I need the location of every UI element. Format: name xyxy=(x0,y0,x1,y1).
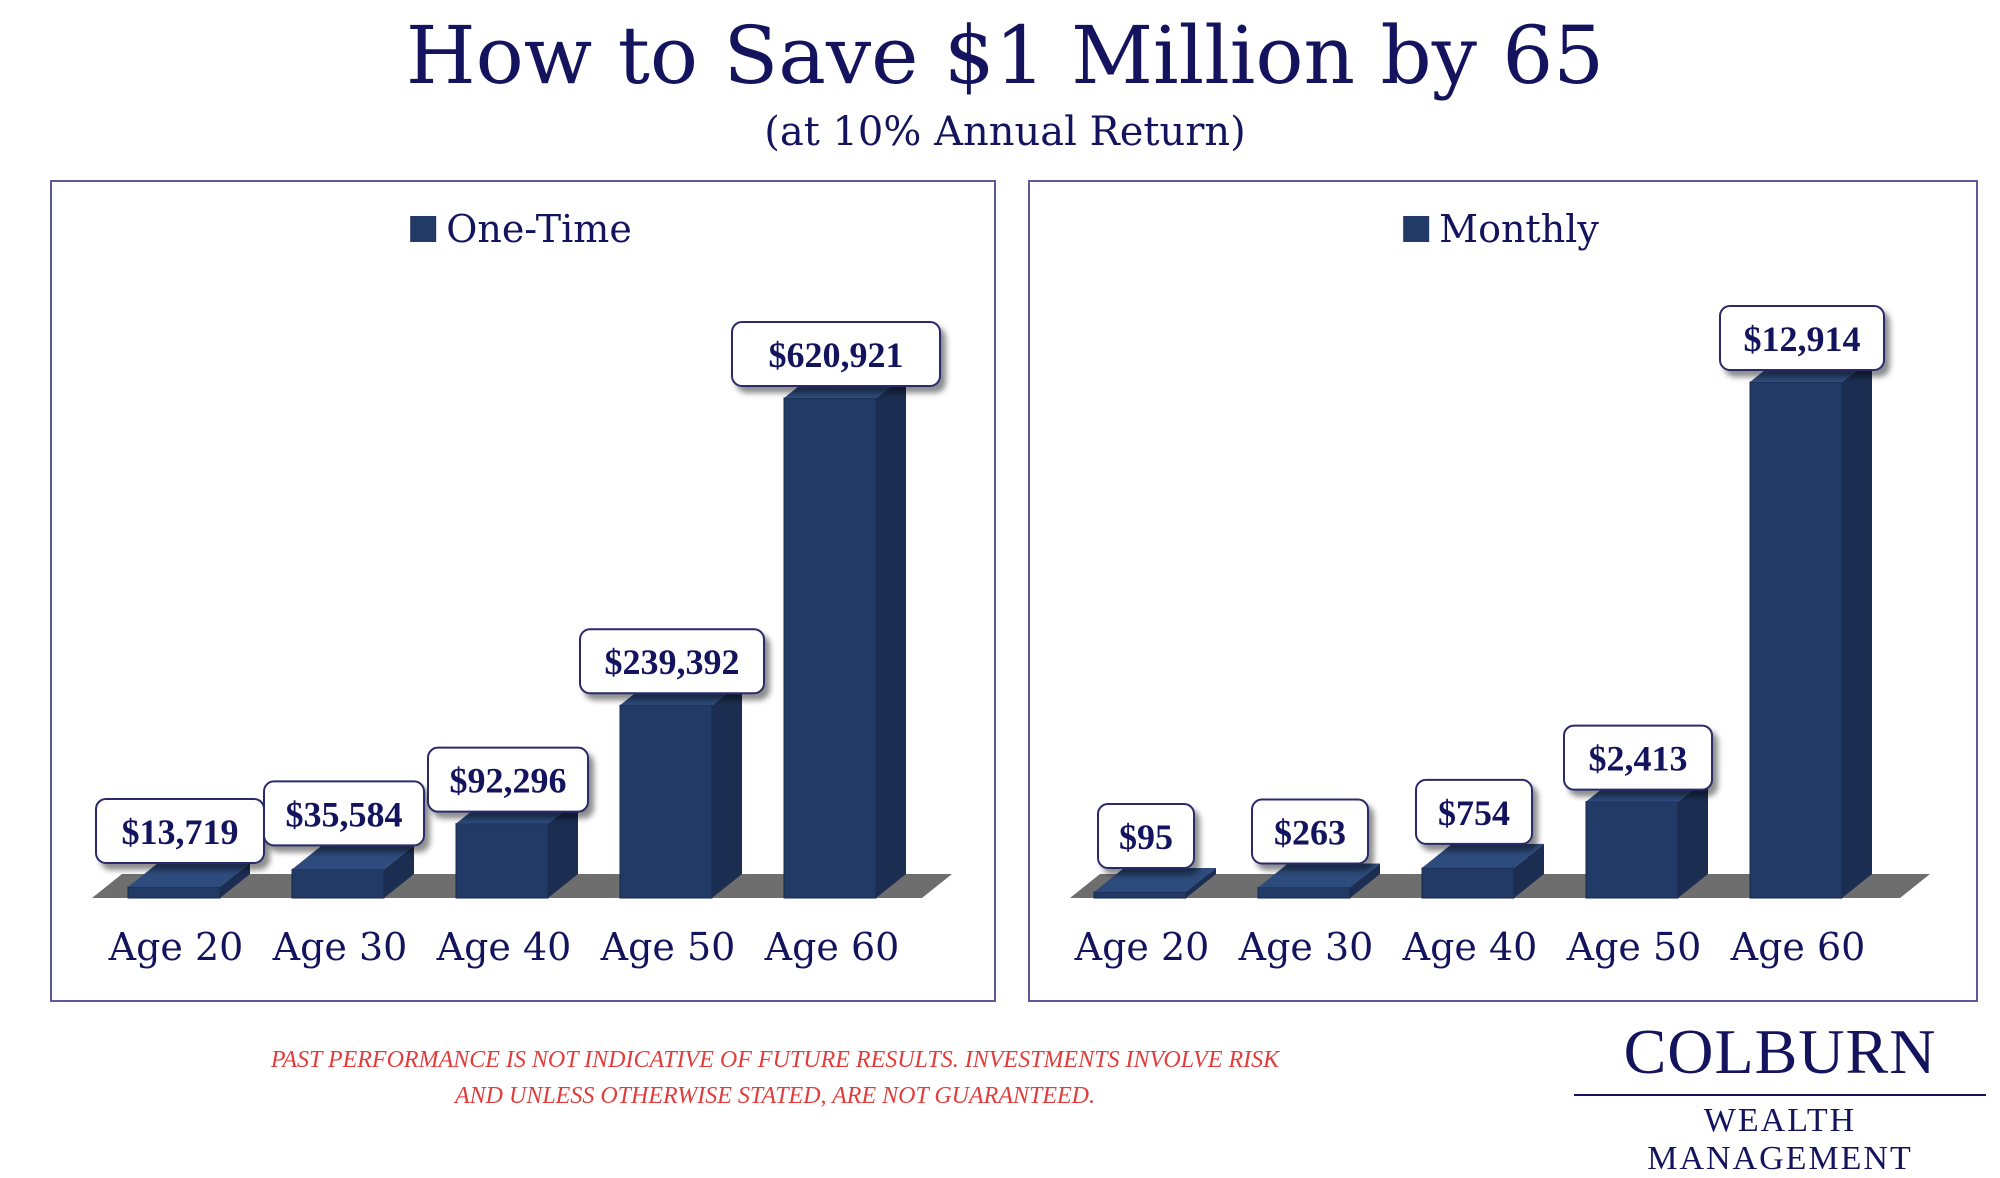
data-label-age-60: $620,921 xyxy=(731,321,941,387)
bar-top xyxy=(128,862,250,887)
data-label-box xyxy=(427,746,589,813)
data-label-text: $2,413 xyxy=(1589,739,1688,779)
data-label-text: $95 xyxy=(1119,817,1173,857)
data-label-age-40: $92,296 xyxy=(427,746,589,813)
x-tick-label: Age 40 xyxy=(436,925,572,969)
bar-front xyxy=(1257,886,1351,899)
bar-age-30 xyxy=(1257,863,1380,899)
legend-label: One-Time xyxy=(446,207,632,251)
x-tick-label: Age 20 xyxy=(108,925,244,969)
bar-top xyxy=(1094,868,1216,892)
x-tick-label: Age 50 xyxy=(1566,925,1702,969)
x-tick-label: Age 50 xyxy=(600,925,736,969)
bar-front xyxy=(455,823,549,899)
data-label-box xyxy=(1097,803,1195,869)
chart-monthly: Monthly $95 $263 $754 $2,413 $12,914 Age 20 Age… xyxy=(1070,207,1930,969)
bar-side xyxy=(1842,358,1872,898)
data-label-text: $35,584 xyxy=(286,794,403,834)
bar-age-20 xyxy=(127,862,250,899)
bar-age-20 xyxy=(1093,868,1216,899)
bar-front xyxy=(1093,891,1187,899)
data-label-age-30: $263 xyxy=(1251,798,1369,865)
legend-swatch xyxy=(410,216,437,242)
monthly-chart-panel: Monthly $95 $263 $754 $2,413 $12,914 Age 20 Age… xyxy=(1028,180,1978,1002)
brand-name: COLBURN xyxy=(1623,1016,1937,1087)
bar-top xyxy=(1258,863,1380,888)
bar-age-50 xyxy=(619,681,742,899)
bar-front xyxy=(619,704,713,899)
x-tick-label: Age 30 xyxy=(272,925,408,969)
disclaimer: PAST PERFORMANCE IS NOT INDICATIVE OF FU… xyxy=(140,1042,1410,1114)
bar-front xyxy=(127,886,221,899)
x-tick-label: Age 40 xyxy=(1402,925,1538,969)
x-tick-label: Age 30 xyxy=(1238,925,1374,969)
data-label-text: $92,296 xyxy=(450,761,567,801)
x-tick-label: Age 60 xyxy=(764,925,900,969)
data-label-text: $239,392 xyxy=(605,642,740,682)
data-label-box xyxy=(1251,798,1369,865)
bar-side xyxy=(1514,843,1544,898)
bar-age-60 xyxy=(783,374,906,899)
page-subtitle: (at 10% Annual Return) xyxy=(764,109,1246,155)
data-label-box xyxy=(579,628,765,695)
bar-age-30 xyxy=(291,845,414,899)
one-time-chart-panel: One-Time $13,719 $35,584 $92,296 $239,392 $62… xyxy=(50,180,996,1002)
bar-top xyxy=(1422,843,1544,868)
bar-front xyxy=(1749,381,1843,899)
data-label-box xyxy=(263,780,425,847)
data-label-age-60: $12,914 xyxy=(1719,305,1885,371)
bar-side xyxy=(384,845,414,898)
data-label-age-30: $35,584 xyxy=(263,780,425,847)
bar-side xyxy=(548,799,578,898)
bar-age-50 xyxy=(1585,777,1708,899)
data-label-box xyxy=(731,321,941,387)
page-title: How to Save $1 Million by 65 xyxy=(405,9,1605,102)
bar-front xyxy=(1421,867,1515,899)
data-label-text: $13,719 xyxy=(122,812,239,852)
brand-logo: COLBURN WEALTH MANAGEMENT xyxy=(1570,1018,1990,1178)
bar-side xyxy=(220,862,250,898)
data-label-text: $263 xyxy=(1274,812,1346,852)
bar-front xyxy=(291,868,385,899)
disclaimer-line-1: PAST PERFORMANCE IS NOT INDICATIVE OF FU… xyxy=(270,1047,1280,1073)
bar-age-40 xyxy=(1421,843,1544,899)
data-label-age-50: $2,413 xyxy=(1563,724,1713,791)
bar-side xyxy=(1678,777,1708,898)
bar-age-60 xyxy=(1749,358,1872,899)
bar-side xyxy=(1350,863,1380,898)
bar-side xyxy=(876,374,906,898)
brand-tagline: WEALTH MANAGEMENT xyxy=(1647,1102,1913,1177)
x-tick-label: Age 20 xyxy=(1074,925,1210,969)
bar-top xyxy=(292,845,414,870)
data-label-age-20: $13,719 xyxy=(95,797,265,864)
disclaimer-line-2: AND UNLESS OTHERWISE STATED, ARE NOT GUA… xyxy=(454,1083,1096,1109)
bar-front xyxy=(1585,801,1679,899)
bar-front xyxy=(783,397,877,899)
legend-swatch xyxy=(1403,216,1430,242)
bar-side xyxy=(1186,868,1216,898)
bar-side xyxy=(712,681,742,898)
x-tick-label: Age 60 xyxy=(1730,925,1866,969)
bar-age-40 xyxy=(455,799,578,899)
legend: One-Time xyxy=(410,207,632,251)
data-label-age-40: $754 xyxy=(1415,778,1533,845)
legend-label: Monthly xyxy=(1439,207,1599,251)
chart-one-time: One-Time $13,719 $35,584 $92,296 $239,392 $62… xyxy=(92,207,952,969)
data-label-text: $12,914 xyxy=(1744,319,1861,359)
legend: Monthly xyxy=(1403,207,1599,251)
data-label-age-50: $239,392 xyxy=(579,628,765,695)
data-label-box xyxy=(1719,305,1885,371)
data-label-text: $620,921 xyxy=(769,335,904,375)
brand-divider xyxy=(1574,1094,1986,1096)
data-label-box xyxy=(1415,778,1533,845)
data-label-text: $754 xyxy=(1438,793,1510,833)
data-label-box xyxy=(1563,724,1713,791)
data-label-age-20: $95 xyxy=(1097,803,1195,869)
